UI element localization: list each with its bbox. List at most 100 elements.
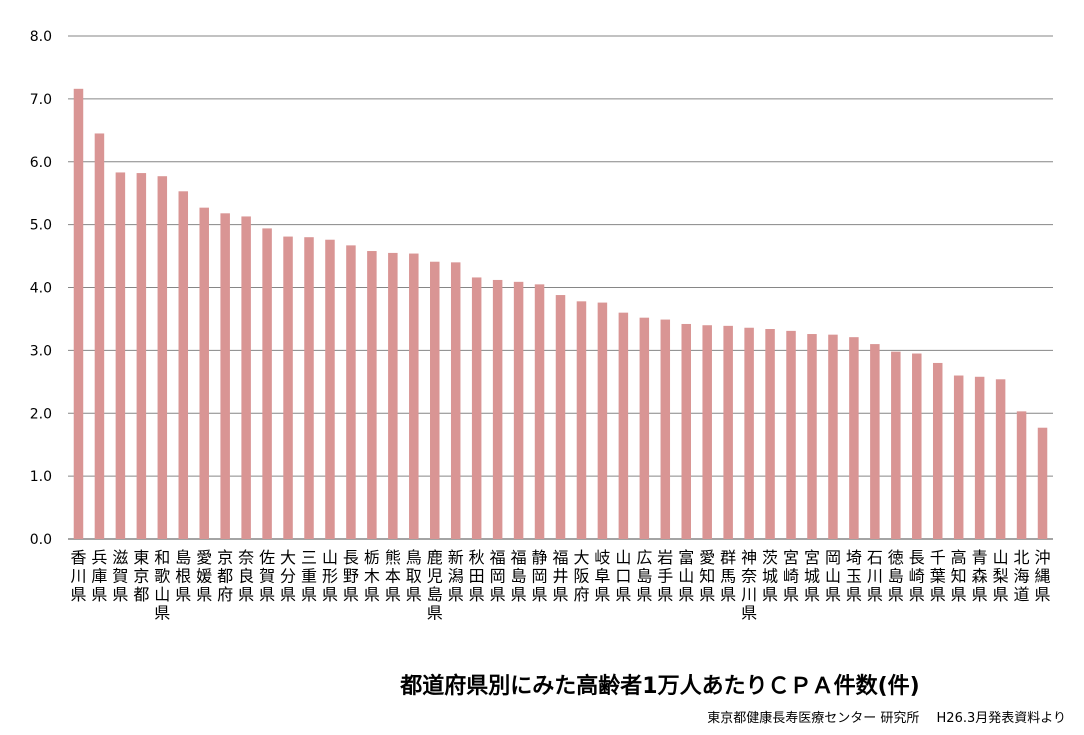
x-tick-label: 宮崎県 [783,548,799,604]
source-note: 東京都健康長寿医療センター 研究所 H26.3月発表資料より [707,711,1066,726]
bar [1037,427,1048,539]
bar [702,325,712,539]
x-tick-label: 香川県 [70,548,86,604]
bar [576,301,587,539]
y-tick-label: 5.0 [30,218,52,234]
x-tick-label: 沖縄県 [1035,548,1051,604]
x-tick-label: 広島県 [636,548,652,604]
x-tick-label: 岐阜県 [594,548,610,604]
bar [409,253,419,540]
bar [157,176,168,539]
bar [891,351,901,539]
x-tick-label: 静岡県 [532,548,548,604]
x-tick-label: 京都府 [217,548,233,604]
x-tick-label: 石川県 [867,548,883,604]
bar [849,337,859,539]
x-tick-label: 富山県 [678,548,694,604]
x-tick-label: 山口県 [615,548,631,604]
x-tick-label: 長崎県 [909,548,925,604]
bar [618,312,629,539]
bar [555,295,566,539]
y-tick-label: 6.0 [30,155,52,171]
bar [786,330,796,539]
bar [870,344,880,539]
bar [974,376,985,539]
bar [178,191,189,540]
y-tick-label: 3.0 [30,343,52,359]
bar [807,334,817,539]
x-tick-label: 長野県 [343,548,359,604]
x-tick-label: 和歌山県 [154,548,170,623]
bar [367,251,377,539]
x-tick-label: 山梨県 [993,548,1009,604]
bar [723,325,733,539]
bar [450,262,461,539]
chart-title: 都道府県別にみた高齢者1万人あたりＣＰＡ件数(件) [400,674,920,699]
x-tick-label: 兵庫県 [91,548,107,604]
x-tick-label: 大分県 [280,548,296,604]
gridlines [68,35,1053,540]
x-tick-label: 福井県 [552,548,568,604]
x-tick-label: 島根県 [175,548,191,604]
y-tick-label: 7.0 [30,92,52,108]
bar [932,362,943,539]
bar [325,239,335,539]
x-tick-label: 三重県 [301,548,317,604]
x-tick-label: 栃木県 [364,548,380,604]
x-tick-label: 岡山県 [825,548,841,604]
x-tick-label: 千葉県 [930,548,946,604]
bar [220,213,230,539]
bar [241,216,251,539]
bar [660,319,671,539]
bar [94,133,105,539]
x-tick-label: 茨城県 [762,548,778,604]
x-tick-label: 愛知県 [699,548,715,604]
x-tick-label: 鹿児島県 [427,548,443,623]
x-tick-label: 徳島県 [888,548,904,604]
y-tick-label: 2.0 [30,406,52,422]
x-tick-label: 福岡県 [490,548,506,604]
x-tick-label: 奈良県 [238,548,254,604]
bar [471,277,482,539]
x-tick-label: 青森県 [972,548,988,604]
bar [346,245,356,539]
bar [597,302,608,539]
x-tick-label: 熊本県 [385,548,401,604]
bar [388,252,398,540]
bars [73,88,1048,540]
x-tick-label: 鳥取県 [406,548,422,604]
x-tick-label: 埼玉県 [846,548,862,604]
x-tick-label: 佐賀県 [259,548,275,604]
y-tick-label: 0.0 [30,532,52,548]
bar [681,323,691,539]
x-tick-label: 滋賀県 [112,548,128,604]
bar [744,327,754,539]
x-tick-label: 愛媛県 [196,548,212,604]
x-tick-label: 新潟県 [448,548,464,604]
y-tick-label: 1.0 [30,469,52,485]
bar [73,88,84,539]
bar [1016,411,1027,539]
bar [262,228,272,539]
x-axis-tick-labels: 香川県兵庫県滋賀県東京都和歌山県島根県愛媛県京都府奈良県佐賀県大分県三重県山形県… [70,548,1050,623]
x-tick-label: 宮城県 [804,548,820,604]
bar [136,173,147,539]
bar [953,375,964,539]
bar [304,237,314,539]
x-tick-label: 東京都 [133,548,149,604]
x-tick-label: 山形県 [322,548,338,604]
y-tick-label: 8.0 [30,29,52,45]
x-tick-label: 高知県 [951,548,967,604]
bar [283,236,293,539]
y-axis-tick-labels: 0.0 1.0 2.0 3.0 4.0 5.0 6.0 7.0 8.0 [30,29,52,548]
x-tick-label: 福島県 [511,548,527,604]
bar [492,279,503,539]
bar [912,353,922,539]
bar [828,334,838,539]
x-tick-label: 神奈川県 [741,548,757,623]
bar [534,284,545,539]
x-tick-label: 群馬県 [720,548,736,604]
x-tick-label: 秋田県 [469,548,485,604]
x-tick-label: 大阪府 [573,548,589,604]
